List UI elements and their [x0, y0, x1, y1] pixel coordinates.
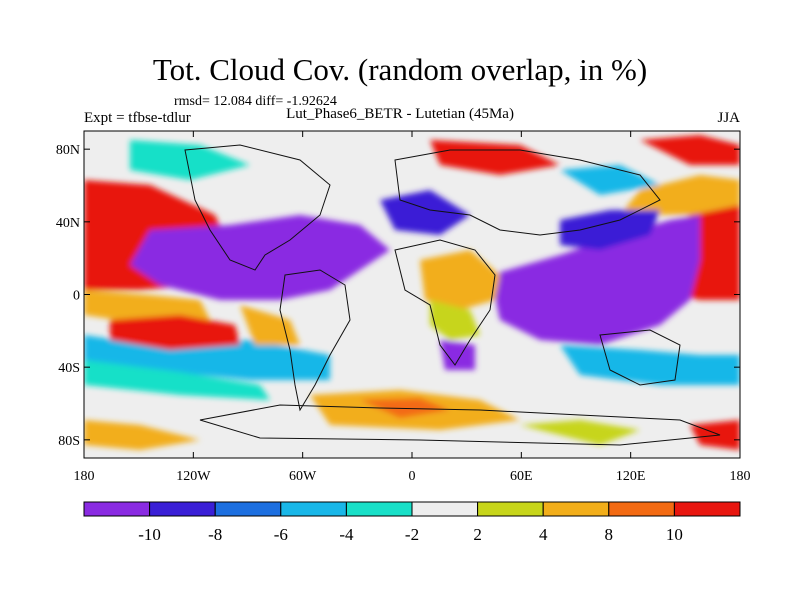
lat-tick-label: 0 [73, 289, 80, 304]
continent-outline [279, 269, 351, 412]
lat-tick-label: 40N [56, 216, 80, 231]
colorbar-label: 10 [666, 525, 683, 544]
axis-ticks: 80N 40N 0 40S 80S 180 120W 60W 0 60E 120E 180 [56, 131, 751, 484]
continent-outline [394, 149, 661, 236]
field-region [520, 420, 640, 445]
colorbar-swatch [345, 501, 413, 517]
colorbar-swatch [542, 501, 610, 517]
lat-tick-label: 40S [58, 361, 80, 376]
coastlines [184, 144, 721, 446]
field-region [240, 305, 300, 345]
colorbar-label: 2 [473, 525, 482, 544]
colorbar-swatch [149, 501, 216, 517]
lon-tick-label: 120W [176, 469, 211, 484]
colorbar-swatch [83, 501, 151, 517]
continent-outline [394, 239, 496, 366]
colorbar-swatch [214, 501, 282, 517]
lat-tick-label: 80N [56, 143, 80, 158]
colorbar-label: -6 [274, 525, 288, 544]
field-region [430, 300, 480, 340]
field-region [420, 250, 500, 310]
colorbar-label: 4 [539, 525, 548, 544]
field-region [84, 360, 270, 400]
field-region [440, 340, 475, 370]
colorbar-label: 8 [605, 525, 614, 544]
lon-tick-label: 0 [409, 469, 416, 484]
field-region [130, 140, 250, 180]
field-region [430, 140, 560, 175]
continent-outline [184, 144, 331, 271]
lon-tick-label: 180 [74, 469, 95, 484]
field-region [560, 165, 660, 195]
colorbar-label: -10 [138, 525, 161, 544]
field-layer [84, 135, 740, 450]
field-region [560, 345, 740, 385]
colorbar-swatch [280, 501, 347, 517]
continent-outline [199, 404, 721, 446]
lon-tick-label: 60W [289, 469, 317, 484]
colorbar-label: -4 [339, 525, 354, 544]
colorbar-swatch [673, 501, 741, 517]
lon-tick-label: 120E [616, 469, 646, 484]
colorbar-swatch [411, 501, 479, 517]
colorbar-swatch [477, 501, 544, 517]
stats-label: rmsd= 12.084 diff= -1.92624 [174, 94, 337, 109]
field-region [84, 420, 200, 450]
subtitle-label: Lut_Phase6_BETR - Lutetian (45Ma) [286, 106, 514, 122]
map-title: Tot. Cloud Cov. (random overlap, in %) [152, 52, 648, 87]
field-region [130, 215, 390, 300]
colorbar-label: -2 [405, 525, 419, 544]
season-label: JJA [717, 110, 740, 126]
colorbar-swatch [608, 501, 675, 517]
colorbar: -10 -8 -6 -4 -2 2 4 8 10 [83, 501, 741, 544]
experiment-label: Expt = tfbse-tdlur [84, 110, 191, 126]
continent-outline [599, 329, 681, 386]
lon-tick-label: 180 [730, 469, 751, 484]
lat-tick-label: 80S [58, 434, 80, 449]
field-region [560, 210, 660, 250]
lon-tick-label: 60E [510, 469, 533, 484]
field-region [110, 315, 240, 350]
colorbar-label: -8 [208, 525, 222, 544]
field-region [640, 135, 740, 165]
field-region [490, 215, 700, 345]
